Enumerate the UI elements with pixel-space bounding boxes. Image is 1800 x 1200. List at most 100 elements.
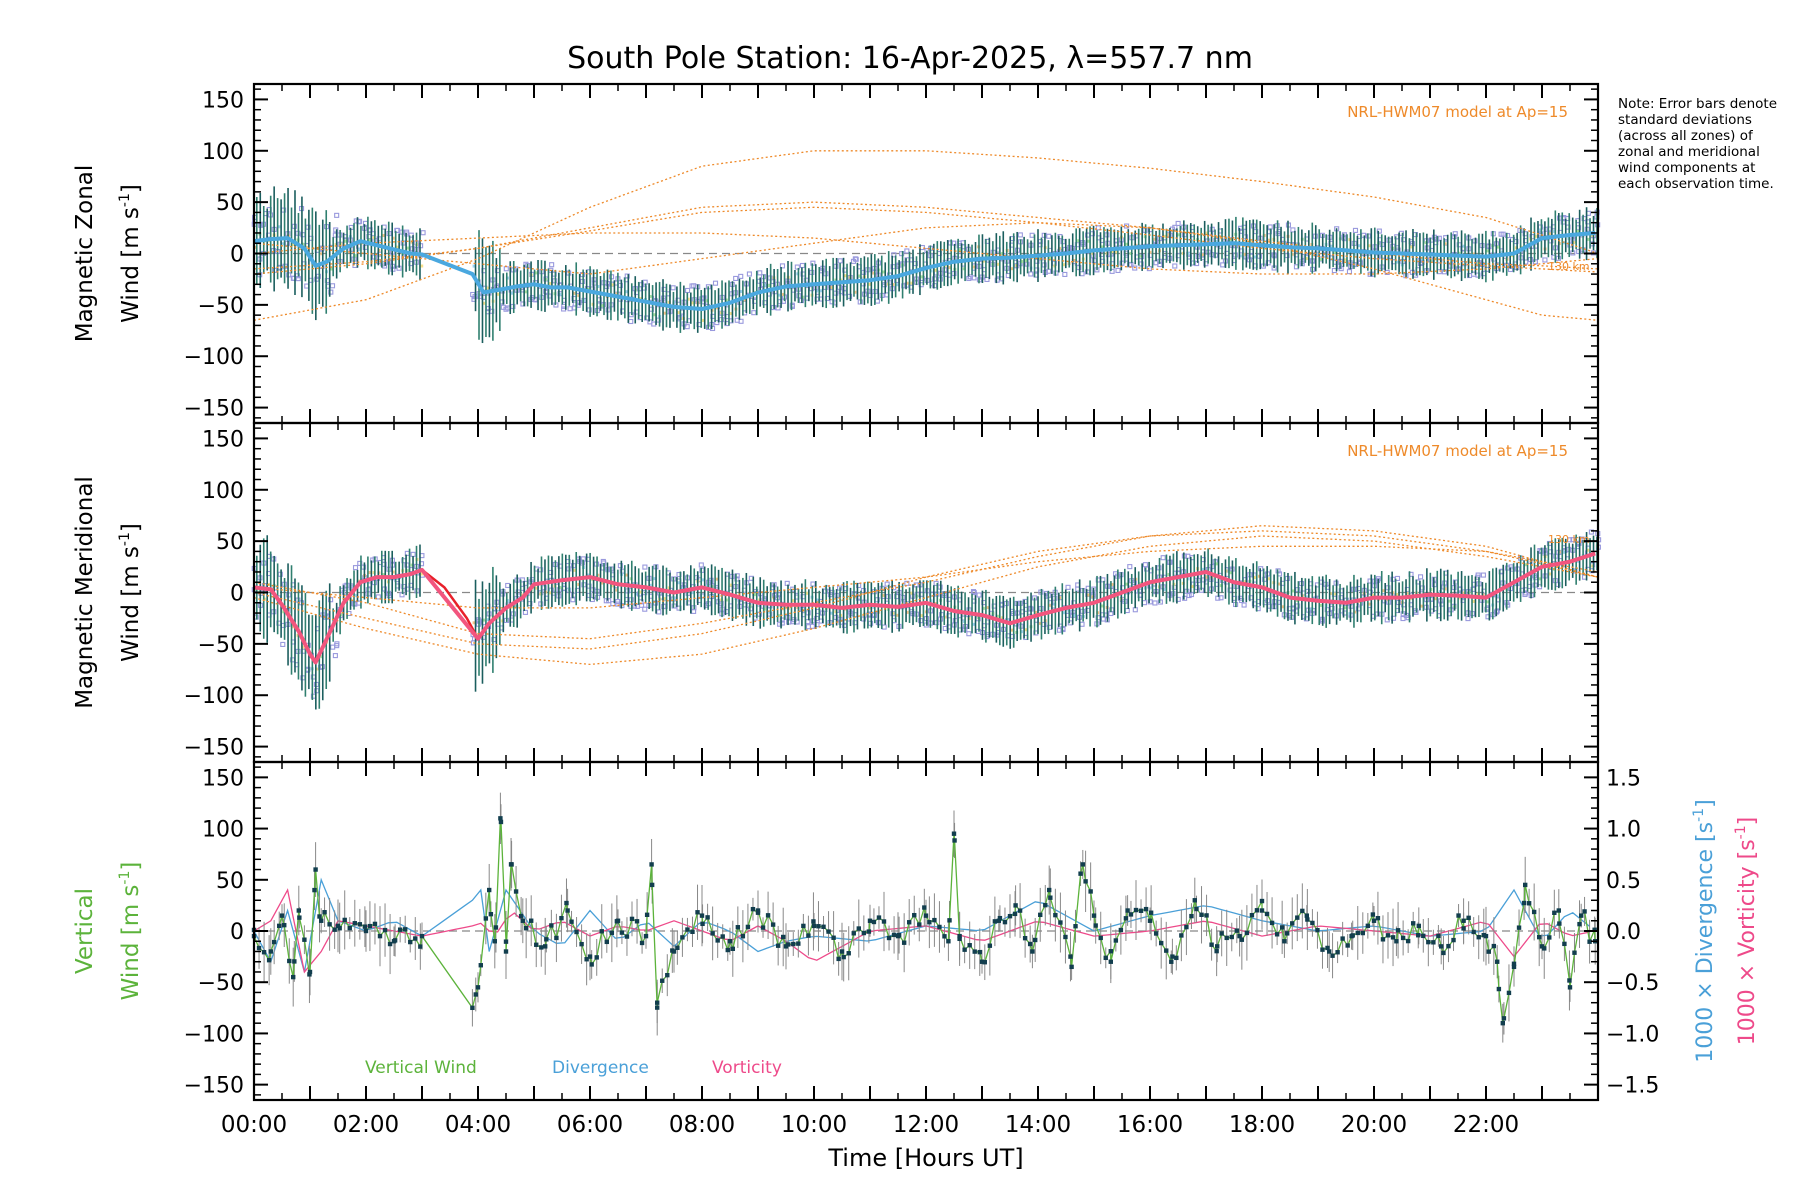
vertical-wind-point — [352, 921, 357, 926]
vertical-wind-point — [957, 936, 962, 942]
vertical-wind-point — [1436, 933, 1441, 939]
vertical-wind-point — [1048, 895, 1053, 900]
zonal-zone-sample — [1357, 244, 1361, 248]
meridional-zone-sample — [1148, 586, 1152, 590]
zonal-zone-point — [1290, 227, 1296, 233]
vertical-wind-point — [256, 945, 262, 951]
vertical-wind-point — [584, 957, 589, 962]
vertical-wind-point — [1279, 925, 1285, 930]
zonal-zone-sample — [1296, 243, 1300, 247]
meridional-zone-point — [280, 641, 286, 647]
meridional-zone-sample — [1495, 594, 1499, 598]
vertical-wind-point — [1282, 939, 1287, 944]
vertical-wind-point — [846, 951, 851, 956]
zonal-zone-point — [1028, 271, 1034, 277]
zonal-zone-point — [1062, 271, 1068, 277]
vertical-wind-point — [1164, 948, 1169, 953]
vertical-wind-point — [1330, 953, 1335, 958]
zonal-zone-point — [1017, 232, 1023, 238]
vertical-wind-point — [523, 926, 529, 931]
vertical-wind-point — [1088, 889, 1093, 894]
zonal-zone-point — [799, 262, 805, 269]
vertical-wind-point — [992, 919, 998, 924]
vertical-wind-point — [1215, 944, 1220, 949]
zonal-zone-sample — [405, 246, 409, 250]
meridional-zone-sample — [1048, 603, 1052, 607]
meridional-zone-sample — [1000, 616, 1004, 620]
vertical-wind-point — [1542, 946, 1547, 951]
vertical-wind-point — [296, 908, 301, 913]
vertical-wind-point — [362, 924, 368, 929]
vertical-wind-point — [599, 929, 604, 934]
vertical-wind-point — [1360, 930, 1365, 936]
zonal-zone-point — [984, 276, 990, 283]
meridional-zone-sample — [1372, 593, 1376, 597]
zonal-zone-sample — [610, 283, 614, 287]
vertical-wind-point — [1439, 944, 1444, 949]
vertical-wind-point — [1461, 918, 1466, 923]
vertical-wind-point — [665, 972, 670, 978]
vertical-wind-point — [1531, 909, 1537, 915]
zonal-zone-sample — [601, 304, 605, 308]
zonal-zone-point — [295, 276, 301, 282]
meridional-zone-sample — [1586, 548, 1590, 552]
zonal-model-annotation: 130 km — [1548, 260, 1590, 273]
vertical-wind-point — [1310, 920, 1315, 926]
vertical-wind-point — [1234, 928, 1239, 933]
vertical-wind-point — [565, 908, 570, 913]
zonal-zone-sample — [739, 289, 743, 293]
meridional-zone-point — [617, 563, 623, 569]
zonal-zone-sample — [1572, 241, 1576, 245]
vertical-wind-point — [917, 922, 922, 927]
vertical-wind-point — [740, 933, 746, 939]
vertical-wind-point — [912, 912, 917, 918]
vertical-wind-point — [534, 942, 539, 947]
meridional-zone-sample — [1548, 572, 1552, 576]
meridional-zone-sample — [1039, 621, 1043, 625]
zonal-zone-sample — [277, 225, 281, 229]
vertical-wind-point — [297, 915, 302, 920]
vertical-wind-point — [498, 816, 503, 821]
meridional-zone-sample — [653, 577, 657, 581]
zonal-zone-sample — [686, 297, 690, 301]
vertical-wind-point — [1466, 915, 1471, 921]
vertical-wind-point — [649, 862, 654, 867]
vertical-wind-point — [836, 956, 841, 962]
vertical-wind-point — [357, 922, 363, 927]
zonal-zone-sample — [948, 266, 952, 270]
vertical-wind-point — [942, 934, 947, 939]
meridional-zone-sample — [777, 614, 781, 618]
vertical-wind-point — [307, 972, 312, 977]
vertical-wind-point — [1400, 935, 1406, 941]
meridional-zone-sample — [729, 583, 733, 587]
vertical-wind-point — [1577, 921, 1582, 927]
zonal-zone-point — [1046, 233, 1052, 239]
vertical-wind-point — [1441, 950, 1446, 956]
zonal-zone-point — [712, 280, 719, 286]
y-tick-label: −100 — [184, 1022, 244, 1047]
zonal-zone-point — [829, 299, 835, 305]
zonal-zone-sample — [781, 292, 785, 296]
vertical-ylabel-line2: Wind [m s-1] — [117, 862, 144, 1001]
vertical-wind-point — [886, 935, 892, 941]
vertical-wind-point — [397, 927, 403, 932]
vertical-wind-point — [760, 925, 766, 930]
vertical-wind-point — [634, 919, 640, 924]
vertical-wind-point — [1123, 916, 1129, 921]
vertical-wind-point — [639, 940, 645, 946]
vertical-wind-point — [675, 945, 680, 950]
zonal-zone-point — [1376, 228, 1382, 234]
vertical-wind-point — [327, 922, 332, 927]
meridional-zone-sample — [396, 576, 400, 580]
vertical-wind-point — [271, 939, 277, 945]
meridional-zone-sample — [1562, 550, 1566, 554]
vertical-wind-point — [1209, 942, 1214, 947]
meridional-zone-sample — [1215, 562, 1219, 566]
vertical-wind-point — [1446, 943, 1451, 949]
vertical-wind-point — [322, 910, 327, 915]
vertical-wind-point — [363, 928, 369, 934]
vertical-wind-point — [644, 912, 650, 917]
vertical-wind-point — [1572, 950, 1577, 955]
vertical-wind-point — [302, 937, 307, 942]
vertical-wind-point — [1030, 949, 1035, 954]
